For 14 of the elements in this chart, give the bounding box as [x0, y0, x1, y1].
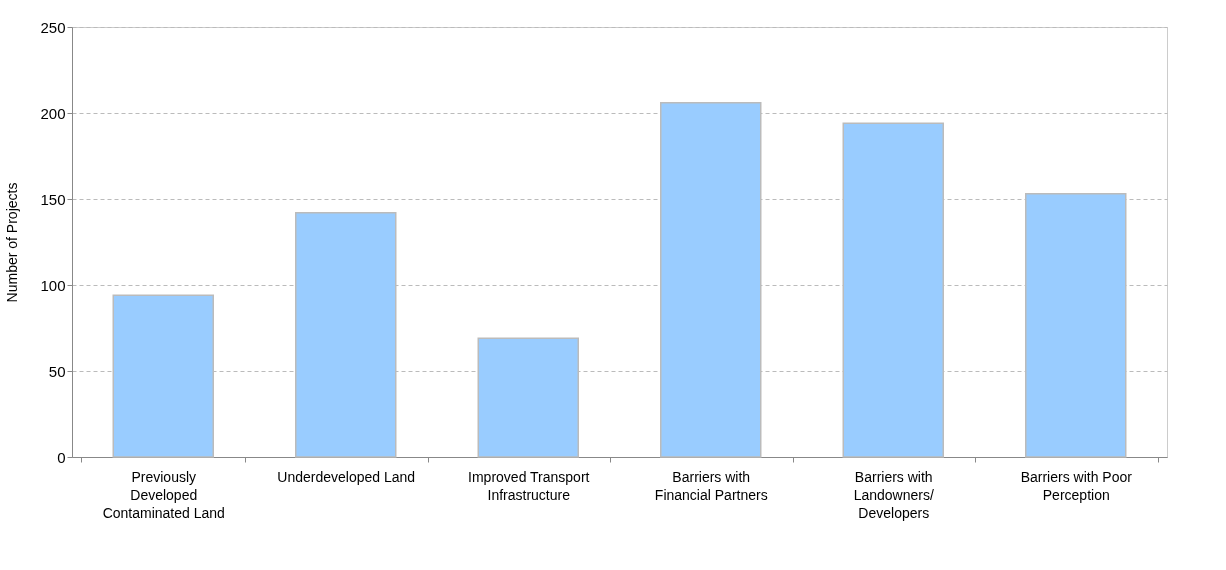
x-tick-label: Barriers with Poor Perception: [1020, 468, 1133, 503]
y-tick-label: 50: [48, 362, 66, 380]
y-tick-label: 100: [40, 276, 66, 294]
y-tick-label: 150: [40, 190, 66, 208]
bar: [1025, 193, 1127, 458]
y-tick-label: 250: [40, 18, 66, 36]
x-tick-label: Underdeveloped Land: [277, 468, 416, 485]
y-tick-label: 200: [40, 104, 66, 122]
y-tick-label: 0: [57, 448, 66, 466]
x-tick-label: Barriers with Landowners/ Developers: [853, 468, 934, 521]
y-axis-title: Number of Projects: [4, 182, 21, 303]
x-tick-label: Previously Developed Contaminated Land: [102, 468, 225, 521]
x-tick-label: Improved Transport Infrastructure: [468, 468, 590, 503]
x-tick-label: Barriers with Financial Partners: [654, 468, 768, 503]
